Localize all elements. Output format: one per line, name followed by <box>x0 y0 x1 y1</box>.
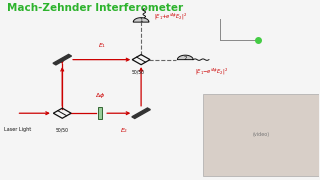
Text: Mach-Zehnder Interferometer: Mach-Zehnder Interferometer <box>7 3 183 13</box>
Polygon shape <box>53 54 71 65</box>
Text: $E_1$: $E_1$ <box>98 41 106 50</box>
Text: (video): (video) <box>252 132 269 137</box>
Text: $|E_1{-}e^{i\Delta\phi}E_2|^2$: $|E_1{-}e^{i\Delta\phi}E_2|^2$ <box>195 67 228 77</box>
Bar <box>98 107 102 119</box>
Polygon shape <box>177 55 193 60</box>
Text: $E_2$: $E_2$ <box>120 126 128 135</box>
Text: Laser Light: Laser Light <box>4 127 31 132</box>
Text: 50/50: 50/50 <box>56 127 69 132</box>
Text: $|E_1{+}e^{i\Delta\phi}E_2|^2$: $|E_1{+}e^{i\Delta\phi}E_2|^2$ <box>154 12 187 22</box>
Polygon shape <box>133 18 149 22</box>
Text: $\Delta\phi$: $\Delta\phi$ <box>95 91 105 100</box>
Bar <box>203 94 319 176</box>
Text: 2: 2 <box>183 56 187 61</box>
Text: 50/50: 50/50 <box>132 70 144 75</box>
Polygon shape <box>132 108 150 118</box>
Text: 1: 1 <box>139 18 143 23</box>
